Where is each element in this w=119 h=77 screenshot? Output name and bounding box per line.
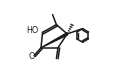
Text: HO: HO xyxy=(26,26,39,34)
Text: O: O xyxy=(29,52,35,61)
Polygon shape xyxy=(41,33,68,48)
